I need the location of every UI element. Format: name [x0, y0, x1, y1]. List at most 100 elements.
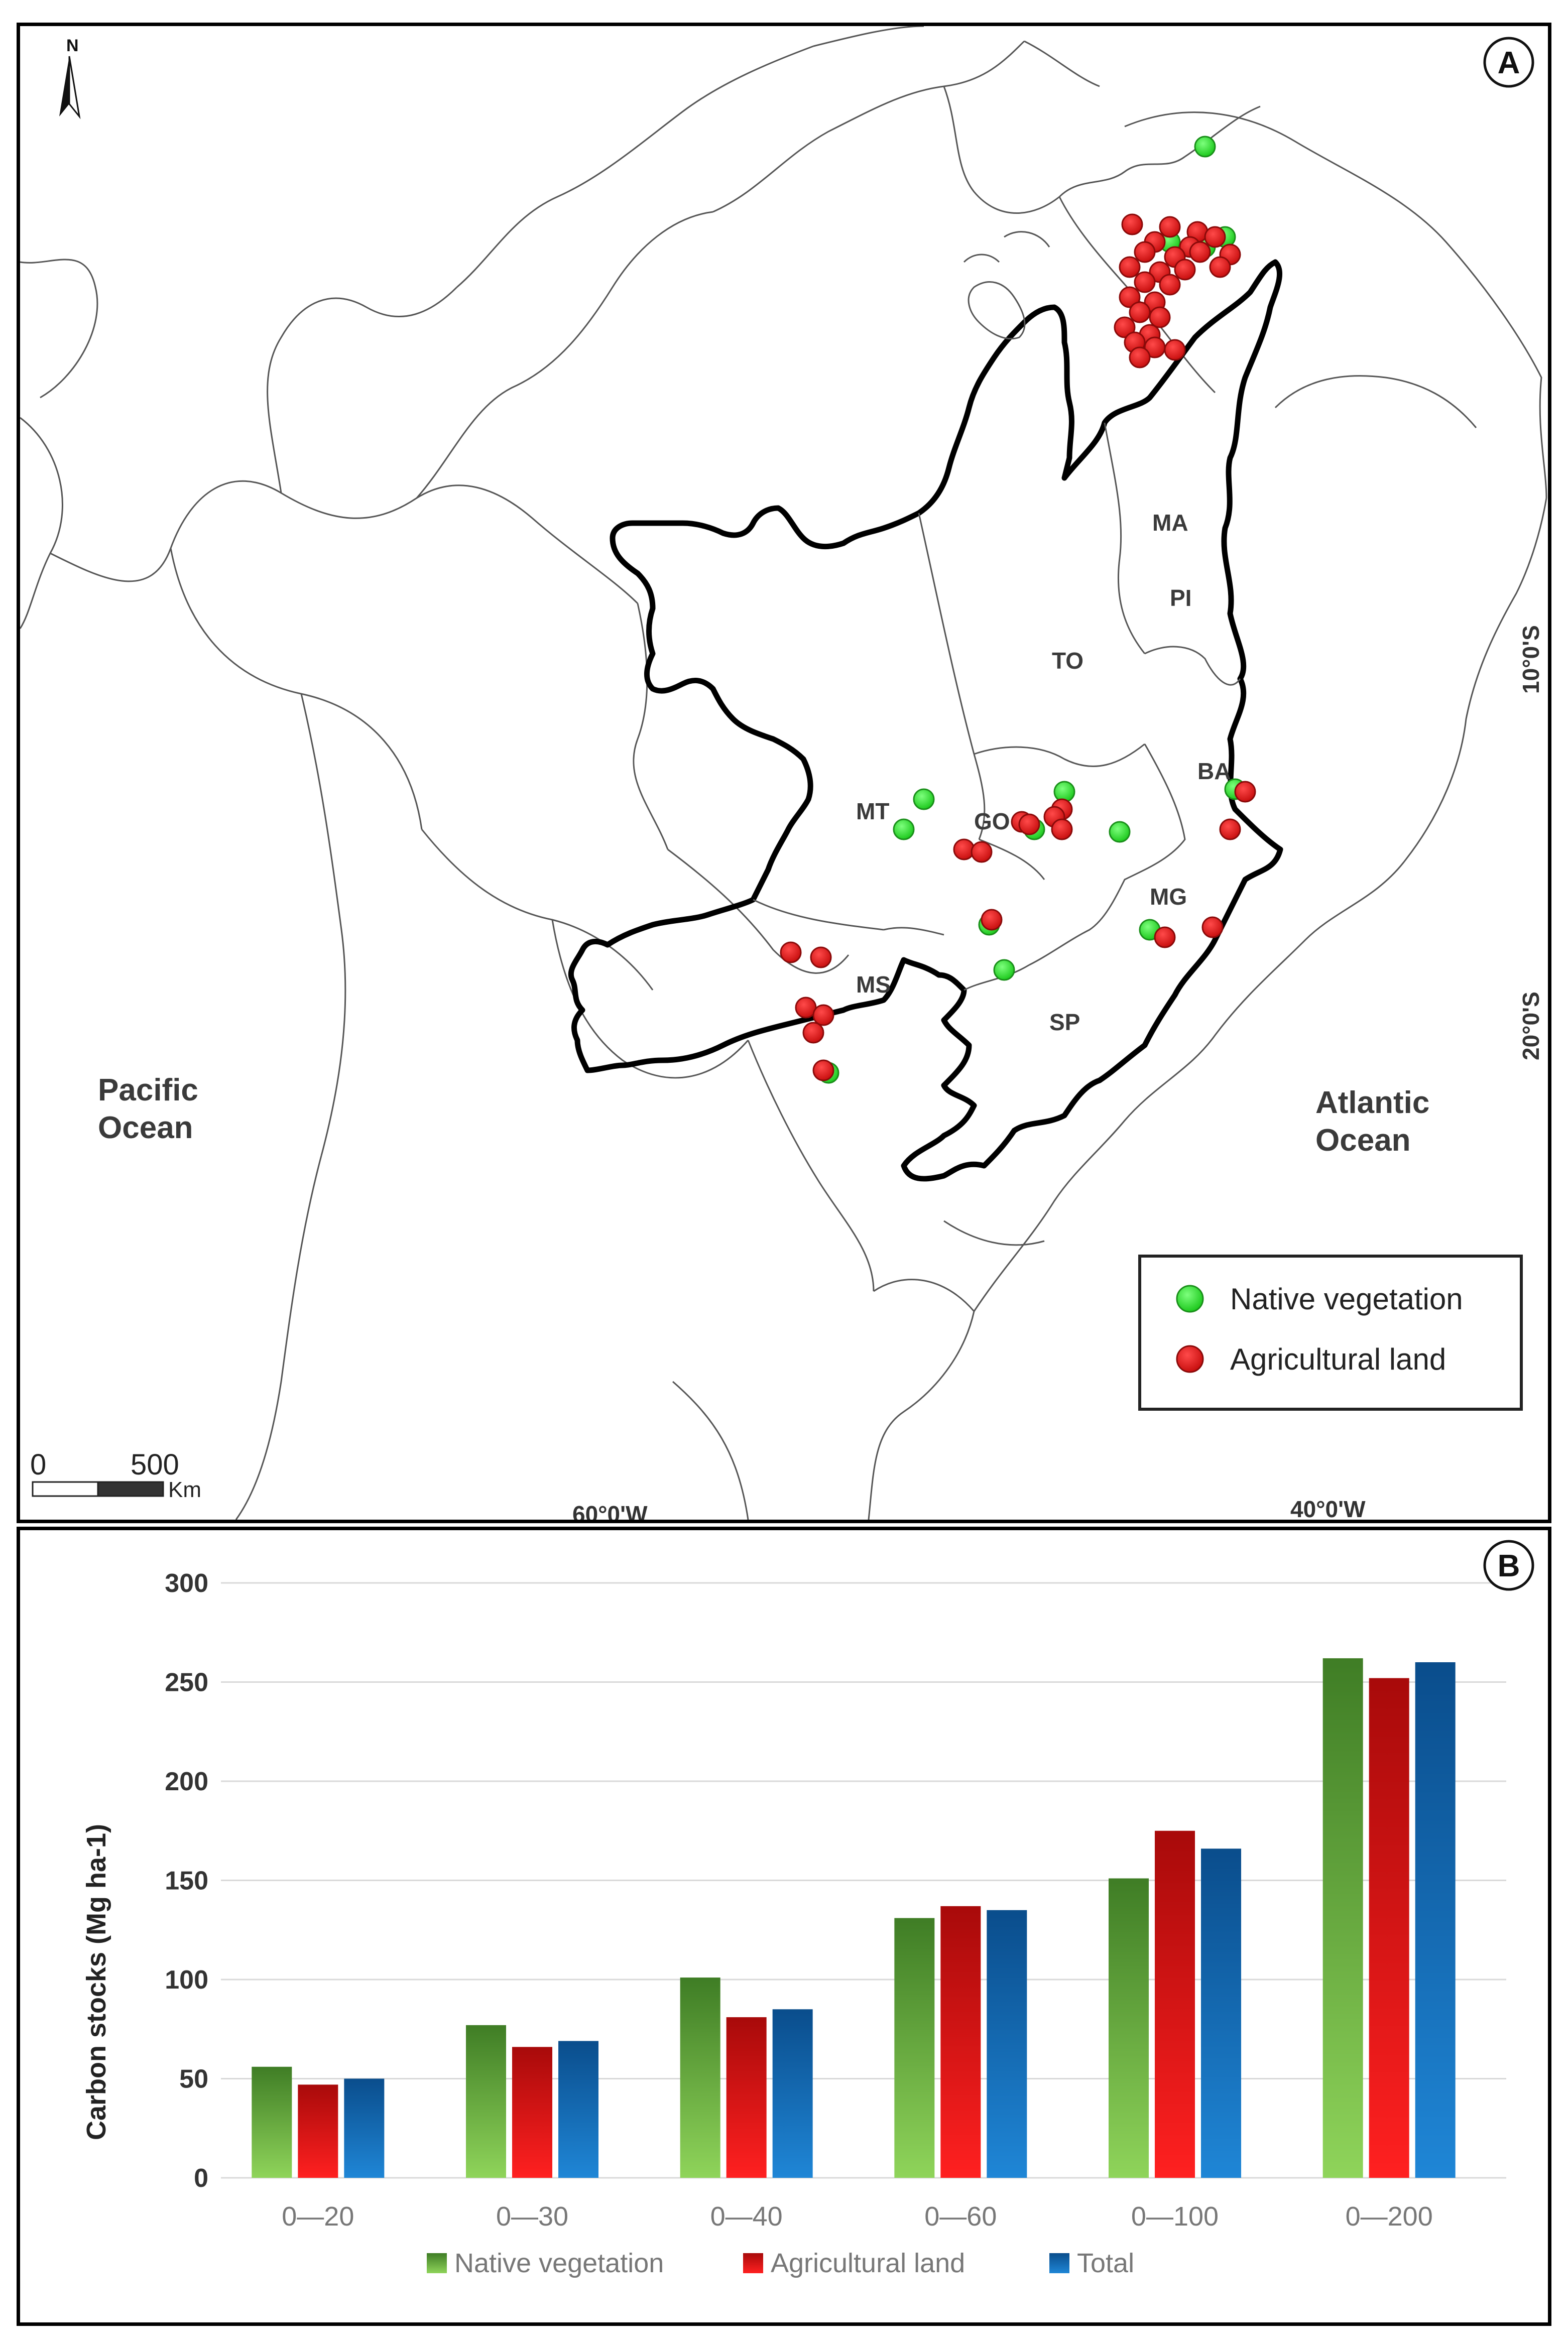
bar-total [1415, 1662, 1456, 2178]
legend-swatch-total [1049, 2253, 1069, 2273]
state-label-ma: MA [1152, 510, 1188, 536]
agricultural-land-point [1135, 242, 1155, 262]
x-category-label: 0—200 [1346, 2201, 1433, 2232]
y-tick-label: 100 [165, 1965, 208, 1995]
agricultural-land-point [1019, 814, 1039, 834]
lat-10s-label: 10°0'S [1518, 625, 1544, 694]
state-label-mg: MG [1150, 884, 1187, 910]
bar-total [558, 2041, 598, 2178]
state-label-mt: MT [856, 798, 889, 824]
legend-agricultural-marker [1177, 1346, 1203, 1372]
agricultural-land-point [803, 1023, 823, 1043]
native-vegetation-point [1195, 137, 1215, 157]
atlantic-ocean-label-line2: Ocean [1315, 1123, 1411, 1158]
native-vegetation-point [994, 960, 1014, 980]
bar-total [344, 2079, 384, 2178]
legend-native-marker [1177, 1286, 1203, 1312]
bar-agricultural-land [727, 2017, 767, 2178]
legend-label-native-vegetation: Native vegetation [454, 2248, 664, 2278]
agricultural-land-point [1160, 275, 1180, 295]
chart-bars [252, 1658, 1455, 2178]
agricultural-land-point [1235, 782, 1255, 802]
panel-a-badge-label: A [1498, 46, 1520, 80]
agricultural-land-point [1160, 217, 1180, 237]
state-label-go: GO [974, 808, 1010, 834]
agricultural-land-point [982, 910, 1002, 930]
x-category-label: 0—40 [710, 2201, 783, 2232]
state-label-to: TO [1052, 648, 1083, 674]
native-vegetation-point [894, 819, 914, 839]
agricultural-land-point [972, 842, 992, 862]
native-vegetation-point [1110, 822, 1130, 842]
y-tick-label: 0 [194, 2164, 208, 2193]
map-canvas: MA PI TO BA MT GO MG MS SP Pacific Ocean… [20, 26, 1548, 1520]
bar-native-vegetation [1109, 1879, 1149, 2178]
native-vegetation-point [914, 789, 934, 809]
agricultural-land-point [1190, 242, 1210, 262]
chart-legend: Native vegetation Agricultural land Total [427, 2248, 1134, 2278]
panel-b-badge-label: B [1498, 1549, 1520, 1583]
lat-20s-label: 20°0'S [1518, 992, 1544, 1060]
y-axis-title-main: Carbon stocks (Mg ha-1) [81, 1824, 111, 2140]
scale-bar: 0 500 Km [30, 1448, 201, 1502]
y-axis-ticks: 050100150200250300 [165, 1569, 208, 2193]
agricultural-land-point [1135, 272, 1155, 292]
bar-total [1201, 1848, 1241, 2178]
scale-end-label: 500 [131, 1448, 179, 1481]
panel-b-badge: B [1485, 1541, 1533, 1589]
bar-agricultural-land [940, 1906, 981, 2178]
agricultural-land-point [1155, 927, 1175, 947]
agricultural-land-point [1210, 257, 1230, 277]
north-label: N [66, 36, 79, 55]
pacific-ocean-label-line2: Ocean [98, 1111, 193, 1145]
north-arrow-icon: N [59, 36, 79, 116]
agricultural-land-point [1130, 347, 1150, 367]
agricultural-land-point [1175, 260, 1195, 280]
pacific-ocean-label-line1: Pacific [98, 1073, 198, 1107]
map-legend: Native vegetation Agricultural land [1140, 1256, 1521, 1409]
lon-40w-label: 40°0'W [1290, 1496, 1366, 1520]
coastal-islands [964, 232, 1049, 339]
legend-label-total: Total [1077, 2248, 1134, 2278]
agricultural-land-point [1220, 819, 1240, 839]
state-label-sp: SP [1049, 1009, 1080, 1035]
y-tick-label: 50 [179, 2065, 208, 2094]
bar-native-vegetation [894, 1918, 934, 2178]
y-tick-label: 250 [165, 1668, 208, 1697]
panel-a-badge: A [1485, 38, 1533, 86]
cerrado-boundary [571, 262, 1280, 1179]
scale-unit-label: Km [168, 1477, 201, 1502]
state-label-pi: PI [1170, 585, 1191, 611]
agricultural-land-point [813, 1060, 833, 1080]
bar-total [987, 1910, 1027, 2178]
x-category-label: 0—60 [924, 2201, 997, 2232]
legend-label-agricultural-land: Agricultural land [771, 2248, 965, 2278]
atlantic-ocean-label-line1: Atlantic [1315, 1085, 1429, 1120]
x-category-label: 0—30 [496, 2201, 568, 2232]
agricultural-land-point [954, 839, 974, 859]
bar-native-vegetation [466, 2025, 506, 2178]
bar-native-vegetation [1323, 1658, 1363, 2178]
agricultural-land-point [1120, 257, 1140, 277]
bar-chart: 0 50 100 150 200 250 300 0—20 0—30 0—40 0—60 0—100… [20, 1530, 1548, 2322]
y-tick-label: 300 [165, 1569, 208, 1598]
x-axis-categories: 0—20 0—30 0—40 0—60 0—100 0—200 [282, 2201, 1432, 2232]
agricultural-land-point [813, 1005, 833, 1025]
chart-gridlines [221, 1583, 1506, 2178]
agricultural-land-point [781, 942, 801, 962]
agricultural-land-point [1122, 214, 1142, 234]
state-label-ba: BA [1197, 758, 1231, 784]
agricultural-land-point [1202, 917, 1223, 937]
agricultural-land-point [1205, 227, 1225, 247]
map-panel: MA PI TO BA MT GO MG MS SP Pacific Ocean… [17, 23, 1551, 1523]
chart-panel: 0 50 100 150 200 250 300 0—20 0—30 0—40 0—60 0—100… [17, 1527, 1551, 2326]
bar-total [773, 2009, 813, 2178]
bar-agricultural-land [298, 2084, 338, 2178]
legend-agricultural-label: Agricultural land [1230, 1342, 1446, 1376]
agricultural-land-point [811, 947, 831, 967]
legend-native-label: Native vegetation [1230, 1282, 1463, 1316]
bar-agricultural-land [1155, 1831, 1195, 2178]
y-axis-title: Carbon stocks (Mg ha-1) [81, 1824, 111, 2140]
bar-agricultural-land [512, 2047, 552, 2178]
agricultural-land-point [1130, 302, 1150, 322]
